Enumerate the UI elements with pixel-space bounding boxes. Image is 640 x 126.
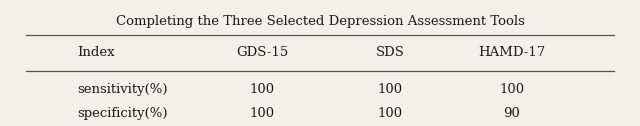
Text: Completing the Three Selected Depression Assessment Tools: Completing the Three Selected Depression… [116,15,524,28]
Text: 100: 100 [250,107,275,120]
Text: specificity(%): specificity(%) [77,107,167,120]
Text: GDS-15: GDS-15 [236,46,289,59]
Text: SDS: SDS [376,46,405,59]
Text: HAMD-17: HAMD-17 [478,46,546,59]
Text: 100: 100 [499,83,525,96]
Text: 100: 100 [378,107,403,120]
Text: 100: 100 [250,83,275,96]
Text: 90: 90 [504,107,520,120]
Text: 100: 100 [378,83,403,96]
Text: sensitivity(%): sensitivity(%) [77,83,167,96]
Text: Index: Index [77,46,115,59]
